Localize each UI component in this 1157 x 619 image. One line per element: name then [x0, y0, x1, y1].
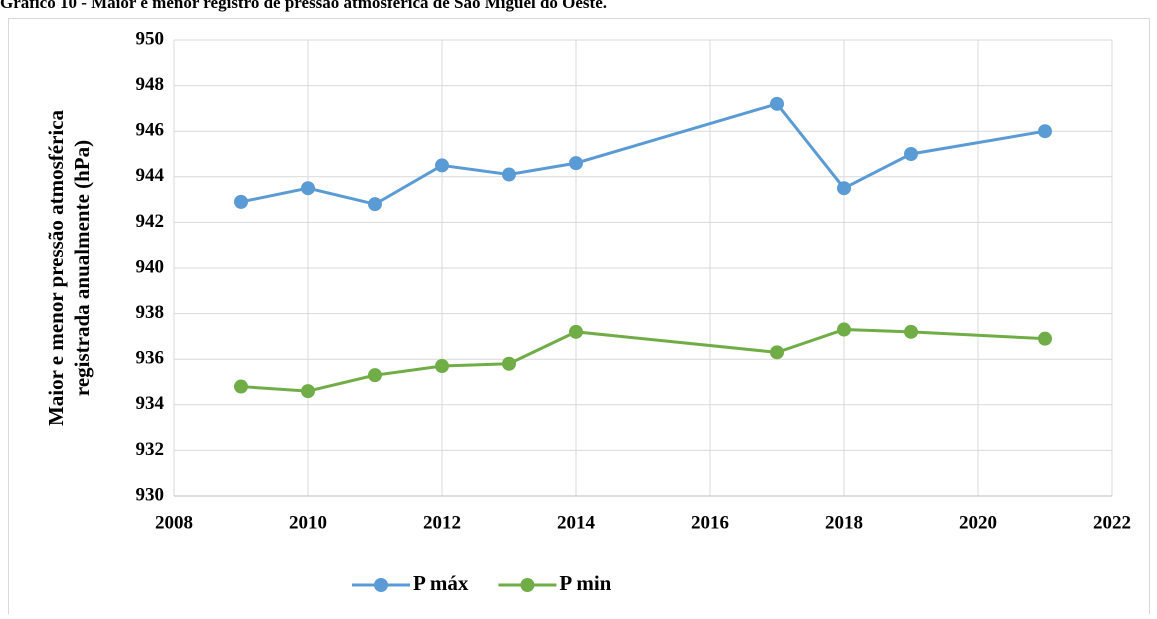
legend-label: P máx: [413, 571, 469, 595]
data-point: [301, 181, 315, 196]
y-tick-label: 940: [136, 256, 165, 277]
x-tick-label: 2016: [691, 512, 729, 533]
y-axis-label: registrada anualmente (hPa): [70, 140, 94, 396]
legend-marker: [520, 578, 535, 592]
data-point: [502, 167, 516, 182]
y-tick-label: 936: [136, 348, 165, 369]
data-point: [904, 147, 918, 161]
legend-marker: [374, 578, 388, 592]
x-tick-label: 2012: [423, 512, 461, 533]
x-tick-label: 2014: [557, 512, 596, 533]
data-point: [1038, 331, 1052, 346]
data-point: [234, 379, 248, 394]
x-tick-label: 2010: [289, 512, 327, 533]
series-line: [240, 328, 1046, 393]
y-tick-label: 938: [136, 302, 165, 323]
data-point: [502, 356, 516, 371]
x-tick-label: 2008: [155, 512, 193, 533]
y-tick-label: 942: [136, 211, 165, 232]
y-tick-label: 934: [136, 393, 165, 414]
data-point: [904, 324, 918, 339]
data-point: [368, 368, 382, 383]
data-point: [301, 384, 315, 399]
y-tick-label: 930: [136, 484, 165, 505]
data-point: [1038, 124, 1052, 139]
data-point: [569, 324, 583, 339]
data-point: [770, 345, 784, 360]
data-point: [368, 197, 382, 212]
chart-border: [8, 18, 1150, 619]
legend-label: P min: [559, 571, 611, 595]
data-point: [234, 194, 248, 209]
x-tick-label: 2022: [1093, 512, 1131, 533]
y-tick-label: 948: [136, 74, 165, 95]
x-tick-label: 2020: [959, 512, 997, 533]
data-point: [569, 156, 583, 171]
data-point: [837, 181, 851, 196]
y-axis-label: Maior e menor pressão atmosférica: [44, 109, 68, 426]
y-tick-label: 946: [136, 120, 165, 141]
chart-title: Gráfico 10 - Maior e menor registro de p…: [0, 0, 607, 12]
y-tick-label: 944: [136, 165, 165, 186]
y-tick-label: 950: [136, 28, 165, 49]
data-point: [435, 359, 449, 374]
data-point: [770, 96, 784, 111]
data-point: [837, 322, 851, 337]
x-tick-label: 2018: [825, 512, 863, 533]
y-tick-label: 932: [136, 439, 165, 460]
data-point: [435, 158, 449, 173]
series-line: [240, 102, 1046, 206]
